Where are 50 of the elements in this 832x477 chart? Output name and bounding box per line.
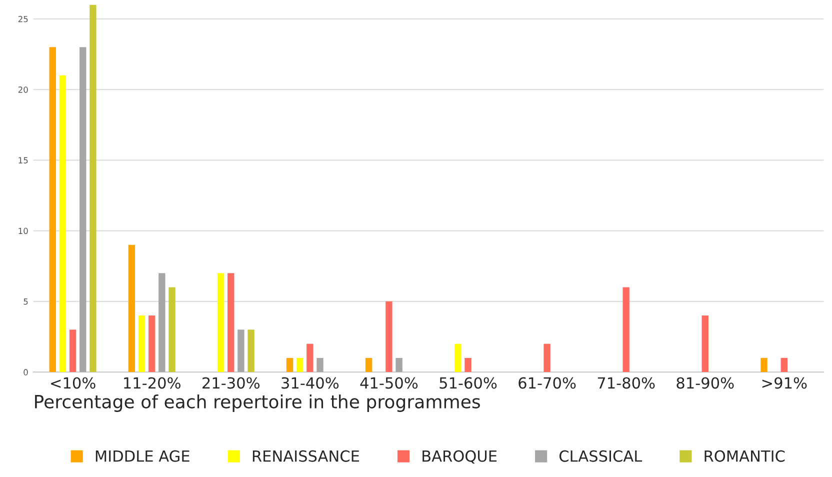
bar [316, 358, 324, 372]
bar [248, 330, 254, 372]
x-tick-label: 51-60% [440, 377, 497, 389]
bar [386, 301, 392, 372]
x-tick-label: 61-70% [518, 377, 576, 389]
bar [69, 330, 76, 372]
bar [780, 358, 788, 372]
bar [228, 273, 234, 372]
bar [622, 287, 630, 372]
y-tick-label: 5 [24, 298, 28, 305]
legend-label: MIDDLE AGE [96, 450, 190, 462]
bar [286, 358, 294, 372]
x-axis-title: Percentage of each repertoire in the programmes [35, 394, 480, 412]
legend-label: CLASSICAL [559, 450, 642, 462]
y-tick-label: 25 [18, 16, 28, 22]
x-tick-label: 41-50% [360, 377, 418, 389]
bar [80, 47, 86, 372]
y-tick-label: 15 [18, 157, 28, 164]
bar [138, 316, 146, 372]
bar [296, 358, 304, 372]
x-tick-label: >91% [762, 377, 807, 389]
bar [464, 358, 472, 372]
x-tick-label: 81-90% [676, 377, 734, 389]
x-tick-label: <10% [51, 377, 96, 389]
bar [148, 316, 156, 372]
bar [365, 358, 372, 372]
x-tick-label: 71-80% [598, 377, 655, 389]
bar [168, 287, 176, 372]
bar [454, 344, 462, 372]
x-tick-label: 11-20% [124, 377, 180, 389]
bar [396, 358, 402, 372]
legend-label: ROMANTIC [704, 450, 785, 462]
legend-label: RENAISSANCE [252, 450, 359, 462]
bar [544, 344, 550, 372]
bar [49, 47, 56, 372]
bar [306, 344, 314, 372]
y-tick-label: 0 [24, 369, 28, 376]
x-tick-label: 31-40% [282, 377, 339, 389]
x-tick-label: 21-30% [202, 377, 260, 389]
bar [217, 273, 224, 372]
y-tick-label: 20 [18, 86, 28, 93]
y-tick-label: 10 [18, 228, 28, 234]
bar [128, 244, 136, 372]
bar [760, 358, 768, 372]
legend-label: BAROQUE [422, 450, 497, 464]
bar [90, 4, 96, 372]
bar [238, 330, 244, 372]
bar [59, 75, 66, 372]
bar [158, 273, 166, 372]
bar [702, 316, 708, 372]
